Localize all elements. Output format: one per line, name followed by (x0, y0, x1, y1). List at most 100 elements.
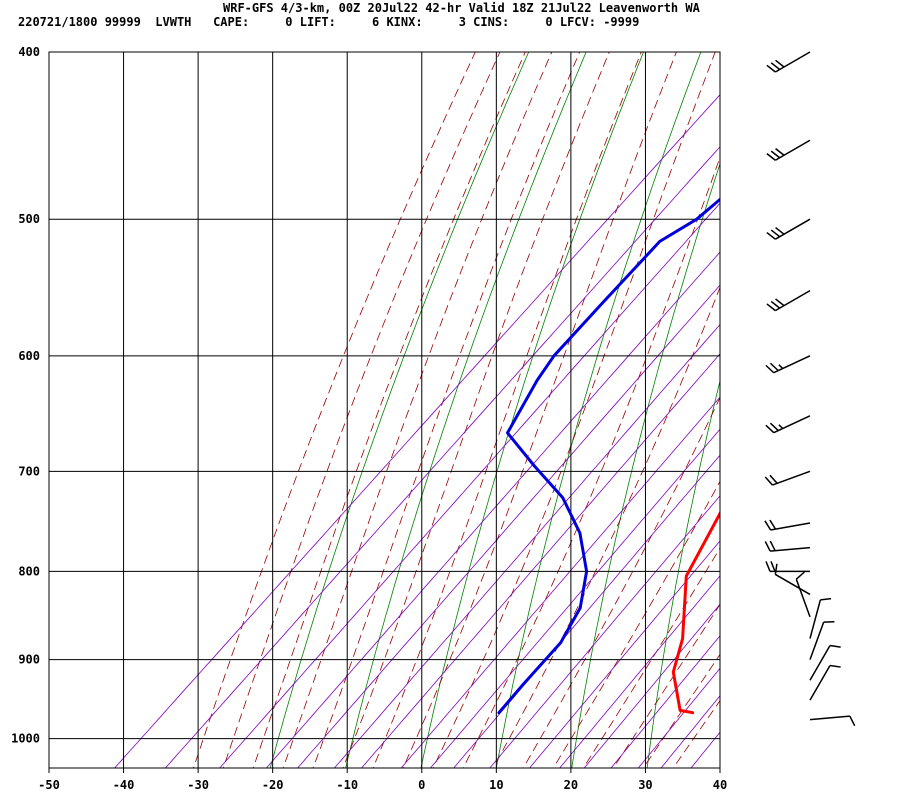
x-tick-label: -40 (113, 778, 135, 792)
x-tick-label: 20 (564, 778, 578, 792)
wind-barb-shaft (774, 289, 811, 312)
y-tick-label: 1000 (11, 732, 40, 746)
wind-barb-shaft (809, 665, 831, 701)
mixing-ratio-line (114, 94, 720, 768)
dry-adiabat (345, 52, 587, 768)
mixing-ratio-line (429, 428, 720, 768)
mixing-ratio-line (660, 695, 720, 768)
wind-barb-shaft (809, 599, 822, 639)
wind-barb (764, 519, 811, 531)
dry-adiabat (269, 52, 530, 768)
wind-barb-feather (775, 59, 785, 68)
temperature-profile-line (671, 510, 720, 715)
plot-frame (48, 51, 721, 769)
moist-adiabat (252, 52, 526, 768)
mixing-ratio-line (559, 575, 720, 768)
moist-adiabat (192, 52, 476, 768)
y-tick-label: 900 (18, 653, 40, 667)
wind-barb-feather (766, 303, 776, 312)
wind-barb (765, 561, 810, 573)
mixing-ratio-line (583, 603, 720, 768)
wind-barb-feather (766, 231, 776, 240)
wind-barb-shaft (774, 139, 811, 161)
wind-barb-shaft (773, 355, 811, 374)
y-tick-label: 700 (18, 464, 40, 478)
wind-barb (809, 664, 841, 701)
x-tick-label: 30 (638, 778, 652, 792)
wind-barb-shaft (774, 573, 811, 596)
mixing-ratio-line (219, 202, 720, 768)
wind-barb (774, 563, 811, 596)
moist-adiabat (642, 653, 720, 768)
moist-adiabat (672, 699, 720, 768)
y-tick-label: 800 (18, 564, 40, 578)
wind-barb-shaft (809, 645, 831, 681)
x-tick-label: 10 (489, 778, 503, 792)
mixing-ratio-line (610, 635, 720, 768)
mixing-ratio-line (297, 284, 720, 768)
wind-barb (764, 470, 811, 486)
tick-labels: 400 500 600 700 800 900 1000 -50 -40 -30 -20 -10 0 10… (11, 45, 727, 792)
wind-barb (764, 540, 811, 552)
grid-lines (48, 51, 721, 773)
mixing-ratio-line (637, 667, 720, 768)
wind-barb-shaft (809, 621, 825, 660)
wind-barb-feather (829, 664, 841, 668)
sounding-indices-line: 220721/1800 99999 LVWTH CAPE: 0 LIFT: 6 … (18, 15, 640, 29)
y-tick-label: 500 (18, 212, 40, 226)
wind-barb (766, 51, 811, 73)
x-tick-label: -20 (262, 778, 284, 792)
moist-adiabat (552, 480, 720, 768)
wind-barb-feather (764, 541, 771, 552)
y-tick-label: 600 (18, 349, 40, 363)
moist-adiabat (312, 52, 581, 768)
wind-barb (766, 218, 811, 240)
wind-barb-shaft (773, 415, 811, 434)
wind-barb-feather (764, 520, 772, 531)
moist-adiabat (582, 547, 720, 768)
mixing-ratio-line (529, 540, 720, 768)
dry-adiabat (722, 43, 876, 776)
x-tick-label: -30 (187, 778, 209, 792)
mixing-ratio-line (265, 251, 720, 768)
wind-barb-half-feather (778, 424, 784, 430)
wind-barb-shaft (774, 218, 811, 240)
mixing-ratio-line (489, 495, 720, 768)
dry-adiabat (873, 43, 900, 776)
wind-barbs (764, 51, 856, 727)
wind-barb-feather (770, 229, 781, 238)
wind-barb-half-feather (778, 364, 784, 370)
wind-barb (765, 355, 811, 374)
wind-barb-feather (769, 422, 779, 432)
x-tick-label: -10 (336, 778, 358, 792)
wind-barb-shaft (772, 470, 811, 486)
wind-barb-feather (770, 150, 781, 159)
mixing-ratio-line (690, 731, 720, 768)
mixing-ratio-line (361, 353, 720, 768)
wind-barb (765, 415, 811, 434)
moist-adiabat (402, 52, 677, 768)
profile-lines (497, 197, 720, 715)
x-tick-label: 40 (713, 778, 727, 792)
mixing-ratio-line (400, 396, 720, 768)
wind-barb-feather (774, 563, 778, 575)
wind-barb-feather (765, 364, 775, 374)
wind-barb-feather (765, 424, 775, 434)
dry-adiabat (571, 162, 720, 768)
wind-barb-shaft (774, 51, 811, 73)
wind-barb (795, 571, 811, 618)
moist-adiabat (432, 52, 716, 768)
moist-adiabat (372, 52, 642, 768)
chart-title: WRF-GFS 4/3-km, 00Z 20Jul22 42-hr Valid … (223, 1, 700, 15)
wind-barb-feather (820, 597, 832, 601)
moist-adiabat (462, 156, 720, 768)
wind-barb-feather (766, 153, 776, 161)
wind-barb-feather (769, 474, 778, 484)
wind-barb-feather (769, 540, 776, 551)
wind-barb-feather (770, 300, 781, 309)
wind-barb-feather (829, 644, 841, 648)
wind-barb (809, 644, 841, 681)
dry-adiabat (420, 52, 644, 768)
wind-barb-feather (766, 64, 776, 73)
